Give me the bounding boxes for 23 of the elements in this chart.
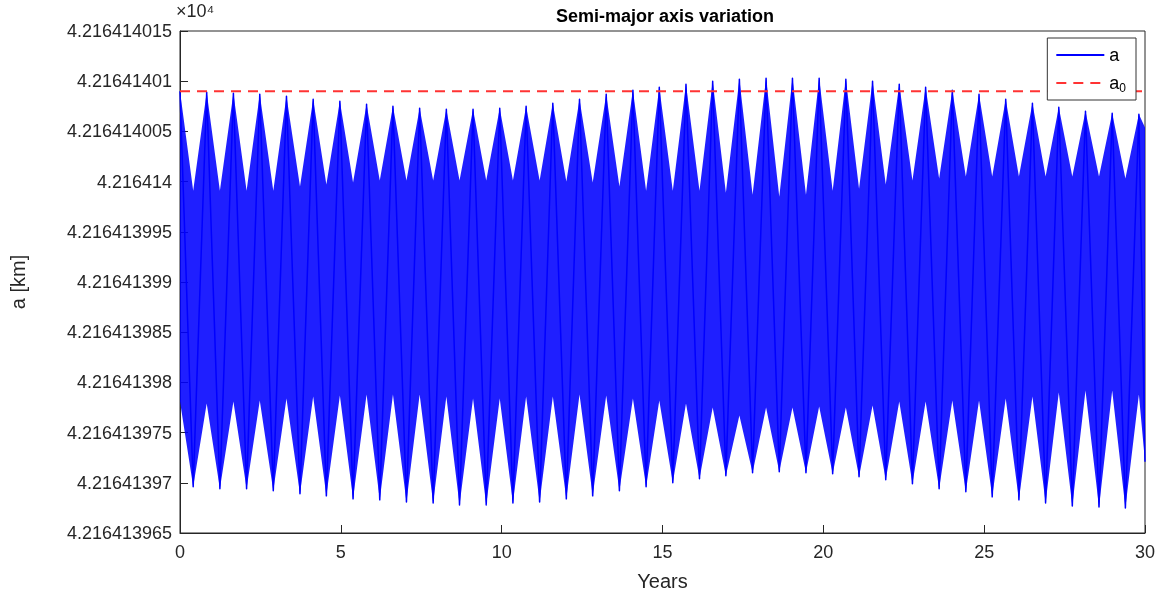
x-tick-label: 30: [1134, 542, 1156, 562]
y-tick-label: 4.21641397: [76, 472, 172, 493]
y-tick-label: 4.216414005: [66, 121, 172, 142]
y-tick-label: 4.216413995: [66, 221, 172, 242]
y-tick-label: 4.216414015: [66, 21, 172, 41]
x-tick-label: 20: [813, 542, 834, 562]
legend-label: a: [1109, 45, 1121, 65]
y-tick-label: 4.21641401: [76, 71, 172, 92]
y-axis-title: a [km]: [7, 254, 29, 310]
x-axis-title: Years: [637, 570, 688, 592]
x-tick-label: 5: [335, 542, 346, 562]
y-tick-label: 4.216413975: [66, 422, 172, 443]
y-tick-label: 4.216413965: [66, 523, 172, 543]
x-tick-label: 10: [491, 542, 512, 562]
x-tick-label: 25: [974, 542, 995, 562]
x-tick-label: 0: [174, 542, 186, 562]
chart-title: Semi-major axis variation: [555, 6, 775, 26]
y-tick-label: 4.216414: [96, 171, 172, 192]
y-tick-label: 4.21641399: [76, 272, 172, 292]
y-tick-label: 4.21641398: [76, 372, 172, 393]
x-tick-label: 15: [652, 542, 673, 562]
text: ×10⁴: [176, 1, 215, 21]
y-tick-label: 4.216413985: [66, 322, 172, 343]
